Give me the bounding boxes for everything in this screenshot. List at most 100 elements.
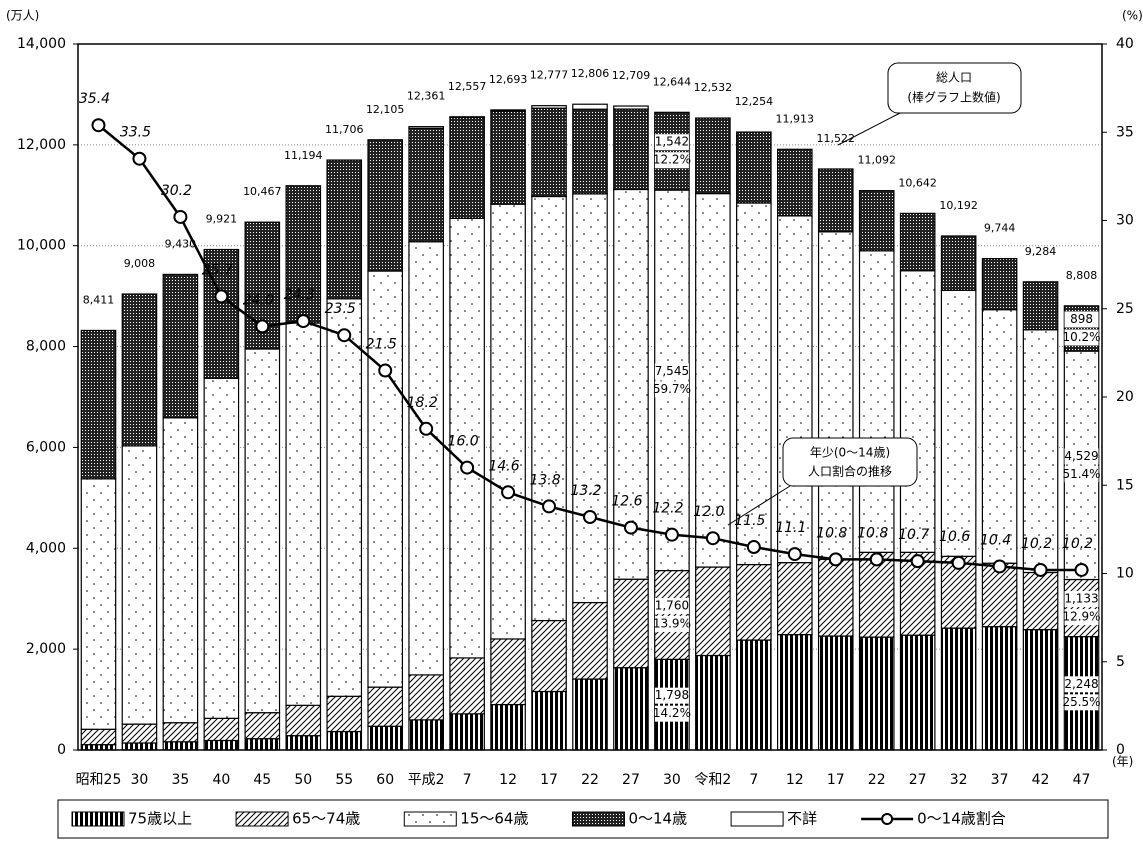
data-label: 51.4% <box>1062 467 1100 481</box>
total-label: 12,693 <box>489 73 528 86</box>
x-tick-label: 55 <box>335 772 353 788</box>
ratio-label: 24.0 <box>243 292 274 308</box>
x-tick-label: 12 <box>786 772 804 788</box>
bar-segment <box>285 735 322 751</box>
bar-segment <box>80 478 117 730</box>
x-tick-label: 45 <box>253 772 271 788</box>
legend-label: 65～74歳 <box>292 810 360 828</box>
y2-tick-label: 30 <box>1116 213 1134 229</box>
bar-segment <box>490 109 526 112</box>
bar-segment <box>695 192 731 568</box>
x-tick-label: 昭和25 <box>76 772 122 788</box>
data-label: 1,542 <box>655 135 689 149</box>
bar-segment <box>285 704 322 737</box>
y-tick-label: 12,000 <box>17 137 66 153</box>
bar-segment <box>858 551 895 638</box>
total-label: 11,706 <box>325 123 364 136</box>
y2-tick-label: 20 <box>1116 389 1134 405</box>
ratio-point <box>623 520 638 535</box>
legend-label: 75歳以上 <box>128 810 192 828</box>
bar-segment <box>572 601 608 680</box>
ratio-point <box>132 151 147 166</box>
total-label: 10,642 <box>898 176 937 189</box>
ratio-point <box>460 460 475 475</box>
total-label: 11,522 <box>817 132 856 145</box>
x-tick-label: 12 <box>499 772 517 788</box>
bar-segment <box>776 562 813 636</box>
ratio-point <box>337 328 352 343</box>
x-tick-label: 37 <box>991 772 1009 788</box>
bar-segment <box>408 719 444 751</box>
ratio-label: 16.0 <box>448 434 479 450</box>
y-tick-label: 6,000 <box>26 439 66 455</box>
total-label: 10,192 <box>939 199 978 212</box>
bar-segment <box>367 686 404 727</box>
y2-tick-label: 0 <box>1116 742 1125 758</box>
total-label: 12,709 <box>612 69 651 82</box>
data-label-bg <box>1064 311 1099 328</box>
bar-segment <box>490 203 526 640</box>
bar-segment <box>490 638 526 706</box>
x-tick-label: 7 <box>463 772 472 788</box>
bar-segment <box>121 742 158 751</box>
ratio-point <box>951 555 966 570</box>
bar-segment <box>121 293 158 447</box>
bar-segment <box>162 417 199 724</box>
data-label-bg <box>654 134 689 151</box>
bar-segment <box>367 725 404 751</box>
ratio-point <box>746 540 761 555</box>
bar-segment <box>162 722 199 743</box>
ratio-point <box>1074 562 1089 577</box>
ratio-point <box>542 499 557 514</box>
bar-segment <box>981 562 1018 628</box>
bar-segment <box>408 241 444 676</box>
bar-segment <box>981 626 1018 751</box>
annotations: 総人口 (棒グラフ上数値) 年少(0～14歳) 人口割合の推移 <box>727 62 1022 526</box>
x-tick-label: 50 <box>294 772 312 788</box>
bar-segment <box>1063 636 1100 751</box>
legend-frame <box>57 799 1109 839</box>
ratio-label: 10.2 <box>1062 536 1093 552</box>
legend-label: 0～14歳 <box>628 810 687 828</box>
y-unit: (万人) <box>6 9 39 23</box>
bar-segment <box>899 634 936 751</box>
legend-label: 15～64歳 <box>460 810 528 828</box>
ratio-label: 18.2 <box>407 395 438 411</box>
bar-segment <box>817 168 854 233</box>
y2-tick-label: 15 <box>1116 477 1134 493</box>
data-label: 1,133 <box>1064 592 1098 606</box>
bar-segment <box>1022 281 1059 331</box>
total-label: 9,744 <box>984 222 1016 235</box>
callout-text: (棒グラフ上数値) <box>907 90 1000 105</box>
bars <box>80 103 1100 751</box>
bar-segment <box>817 635 854 751</box>
x-tick-label: 30 <box>131 772 149 788</box>
bar-segment <box>367 270 404 688</box>
x-tick-label: 22 <box>868 772 886 788</box>
y2-tick-label: 5 <box>1116 654 1125 670</box>
bar-segment <box>326 730 363 751</box>
bar-segment <box>408 126 444 129</box>
data-label: 2,248 <box>1064 677 1098 691</box>
data-label-bg <box>1064 591 1099 608</box>
y-tick-label: 0 <box>57 742 66 758</box>
bar-segment <box>572 193 608 604</box>
callout-text: 総人口 <box>936 71 972 85</box>
bar-segment <box>449 713 485 751</box>
bar-segment <box>80 744 117 751</box>
legend-swatch <box>730 811 784 827</box>
total-label: 8,411 <box>83 293 115 306</box>
legend-label: 不詳 <box>787 810 817 828</box>
total-label: 12,361 <box>407 90 446 103</box>
legend-swatch <box>403 811 457 827</box>
bar-segment <box>858 190 895 252</box>
bar-segment <box>1063 578 1100 638</box>
total-label: 12,557 <box>448 80 487 93</box>
ratio-point <box>828 552 843 567</box>
bar-segment <box>1022 571 1059 631</box>
ratio-point <box>787 547 802 562</box>
bar-segment <box>326 159 363 300</box>
callout-box <box>782 437 918 487</box>
bar-segment <box>613 667 649 751</box>
